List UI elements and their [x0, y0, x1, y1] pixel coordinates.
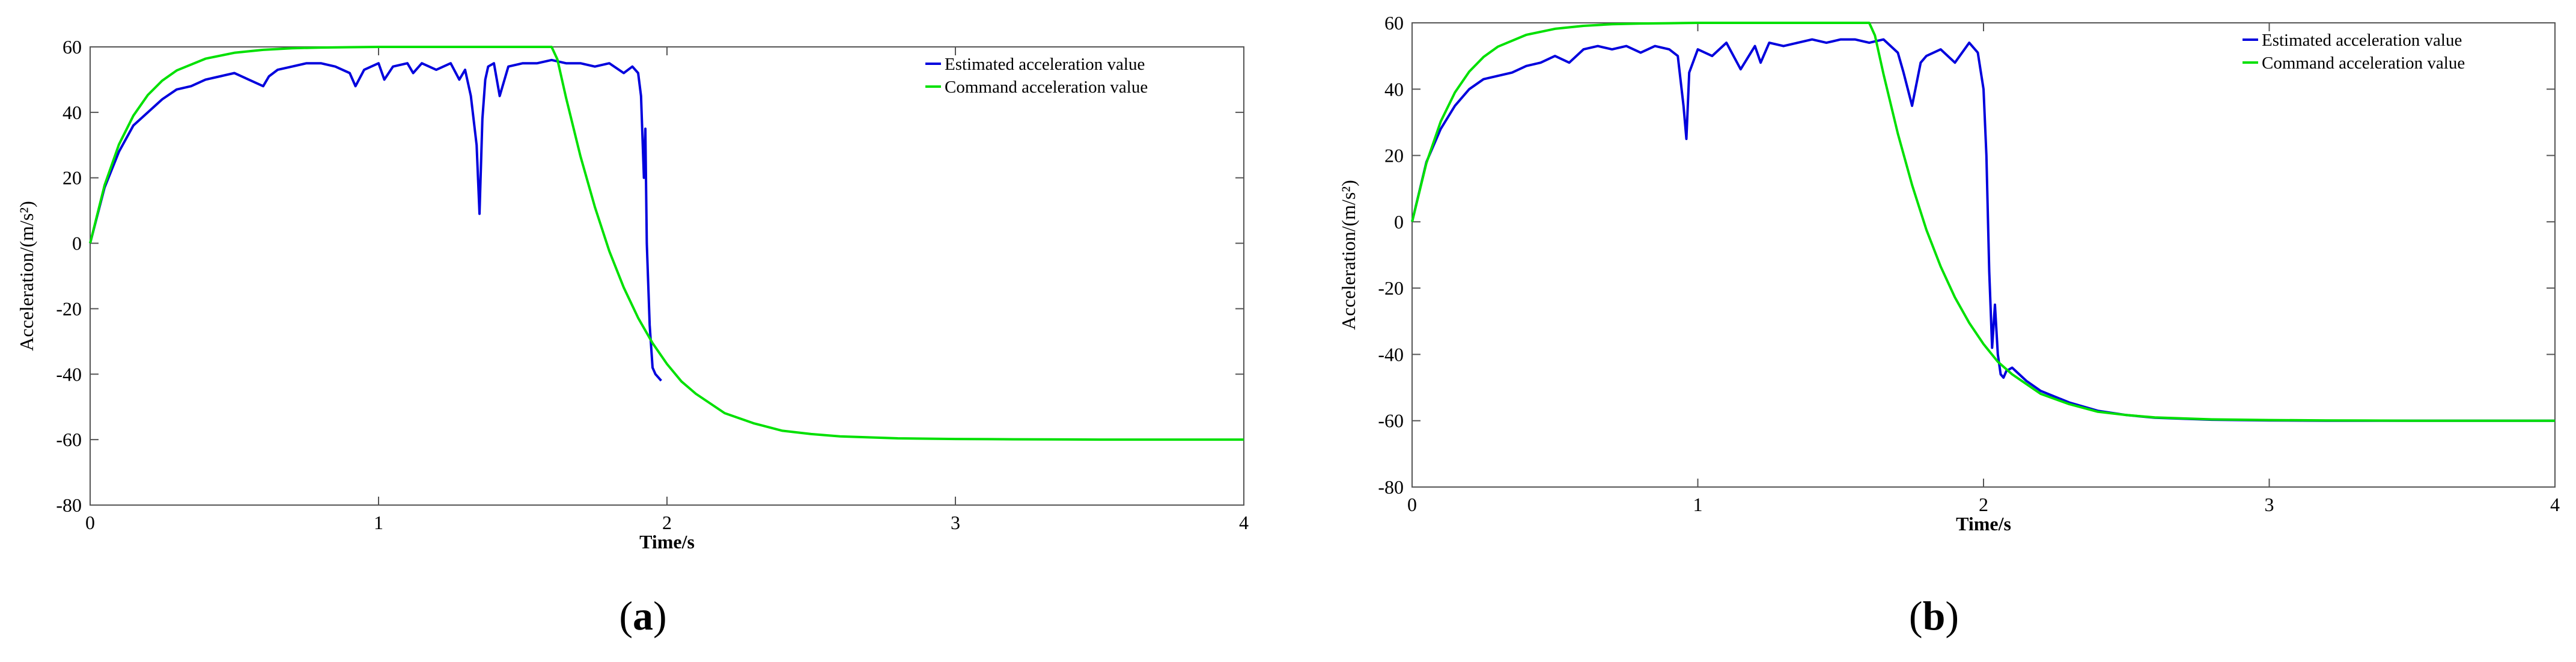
y-tick-label: 0 [1394, 211, 1404, 233]
x-tick-label: 1 [1693, 494, 1703, 515]
x-axis-label: Time/s [639, 531, 695, 553]
legend-label: Estimated acceleration value [945, 55, 1145, 74]
plot-frame [90, 46, 1244, 506]
command-series-line [89, 46, 1244, 441]
x-tick-label: 0 [85, 512, 95, 533]
y-tick-label: -80 [1378, 476, 1404, 498]
y-tick-label: -40 [1378, 343, 1404, 365]
y-tick-label: 20 [62, 167, 82, 189]
chart-panel-b: 0 1 2 3 4 -80 -60 -40 -20 0 20 40 60 Time/s Accelerati… [1292, 0, 2576, 662]
y-tick-label: 60 [1384, 12, 1404, 34]
estimated-series-line [89, 58, 662, 382]
legend-label: Estimated acceleration value [2262, 31, 2462, 50]
y-tick-label: -20 [56, 298, 82, 319]
x-tick-label: 1 [374, 512, 383, 533]
chart-panel-a: 0 1 2 3 4 -80 -60 -40 -20 0 20 40 60 Time/s Accelerati… [0, 0, 1286, 662]
y-tick-label: 20 [1384, 145, 1404, 167]
x-axis-label: Time/s [1956, 513, 2011, 535]
x-tick-label: 2 [662, 512, 672, 533]
y-tick-label: 0 [72, 233, 82, 254]
x-tick-label: 3 [2265, 494, 2274, 515]
y-axis-label: Acceleration/(m/s²) [1338, 180, 1359, 329]
caption-a: (a) [619, 593, 667, 639]
y-tick-label: -80 [56, 494, 82, 516]
legend-label: Command acceleration value [2262, 54, 2465, 73]
x-tick-label: 3 [951, 512, 960, 533]
x-tick-label: 4 [2550, 494, 2560, 515]
y-tick-label: -60 [1378, 410, 1404, 432]
chart-b-svg: 0 1 2 3 4 -80 -60 -40 -20 0 20 40 60 Time/s Accelerati… [1338, 12, 2560, 535]
y-tick-label: -20 [1378, 277, 1404, 299]
legend-label: Command acceleration value [945, 78, 1148, 97]
y-tick-label: -60 [56, 429, 82, 450]
y-tick-label: -40 [56, 363, 82, 385]
x-tick-label: 2 [1979, 494, 1988, 515]
y-tick-label: 40 [1384, 78, 1404, 100]
y-tick-label: 60 [62, 36, 82, 58]
estimated-series-line [1411, 38, 2555, 422]
command-series-line [1411, 22, 2555, 422]
y-axis-label: Acceleration/(m/s²) [16, 201, 37, 351]
y-tick-label: 40 [62, 102, 82, 123]
x-tick-label: 4 [1239, 512, 1249, 533]
x-tick-label: 0 [1407, 494, 1417, 515]
chart-a-svg: 0 1 2 3 4 -80 -60 -40 -20 0 20 40 60 Time/s Accelerati… [16, 36, 1249, 553]
caption-b: (b) [1908, 593, 1959, 639]
